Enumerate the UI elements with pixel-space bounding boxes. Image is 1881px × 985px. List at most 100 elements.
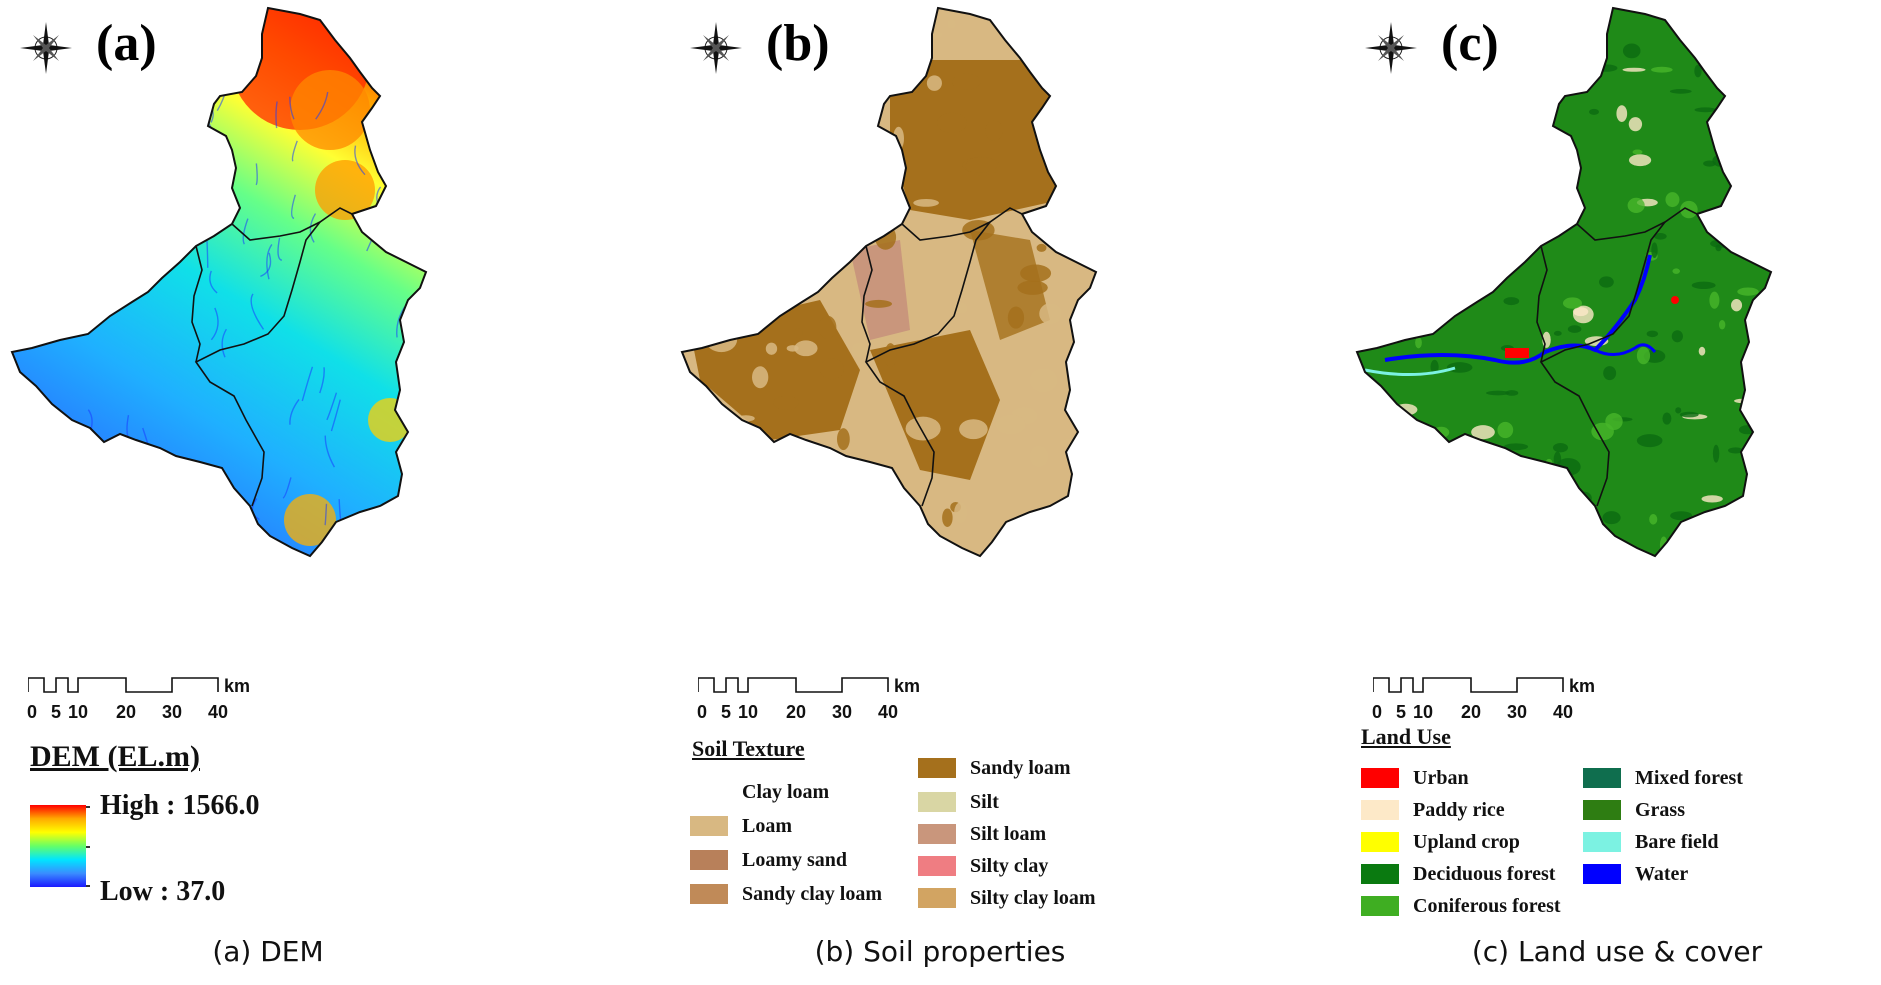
dem-valley — [70, 70, 80, 94]
subbasin-boundary — [1536, 245, 1548, 363]
landuse-patch — [1377, 39, 1403, 46]
landuse-patch — [1654, 232, 1667, 240]
soil-patch — [870, 330, 1000, 480]
subbasin-boundary — [901, 207, 1023, 241]
landuse-patch — [1388, 75, 1412, 89]
landuse-patch — [1698, 346, 1706, 356]
subbasin-boundary — [861, 245, 873, 363]
soil-fleck — [1066, 15, 1087, 33]
landuse-patch — [1419, 481, 1439, 497]
dem-map — [10, 6, 428, 558]
dem-valley — [45, 437, 54, 460]
soil-fleck — [736, 264, 763, 281]
soil-fleck — [784, 271, 795, 281]
dem-valley — [375, 514, 385, 543]
landuse-patch — [1636, 346, 1651, 365]
legend-label: Coniferous forest — [1413, 894, 1561, 917]
landuse-patch — [1649, 514, 1658, 525]
soil-fleck — [1073, 344, 1089, 356]
dem-valley — [102, 61, 113, 94]
landuse-patch — [1731, 299, 1743, 312]
legend-label: Bare field — [1635, 830, 1719, 853]
soil-fleck — [687, 80, 705, 97]
landuse-patch — [1522, 172, 1540, 190]
dem-valley — [115, 248, 124, 285]
soil-fleck — [1036, 243, 1047, 252]
landuse-patch — [1426, 307, 1446, 317]
soil-fleck — [819, 358, 844, 380]
dem-valley — [250, 293, 265, 330]
landuse-patch — [1406, 91, 1421, 109]
dem-valley — [301, 366, 314, 402]
landuse-patch — [1672, 535, 1689, 550]
soil-fleck — [794, 340, 818, 357]
landuse-patch — [1365, 300, 1373, 312]
soil-fill — [682, 8, 1096, 556]
legend-item: Mixed forest — [1583, 766, 1743, 790]
subbasin-boundary — [231, 207, 353, 241]
dem-high-label: High : 1566.0 — [100, 790, 260, 821]
soil-fleck — [727, 72, 760, 95]
legend-label: Sandy clay loam — [742, 882, 883, 905]
landuse-patch — [1482, 519, 1507, 524]
soil-fleck — [801, 80, 813, 91]
dem-valley — [213, 523, 219, 556]
soil-fleck — [893, 126, 904, 151]
scale-tick-label: 20 — [785, 702, 807, 722]
landuse-patch — [1595, 64, 1618, 72]
landuse-patch — [1662, 412, 1672, 425]
dem-valley — [86, 247, 92, 277]
landuse-patch — [1691, 35, 1701, 48]
landuse-patch — [1415, 336, 1422, 349]
soil-fleck — [738, 81, 770, 101]
dem-valley — [319, 367, 325, 394]
soil-fleck — [1029, 445, 1049, 468]
legend-swatch — [1361, 896, 1399, 916]
landuse-patch — [1712, 444, 1720, 463]
dem-legend-title: DEM (EL.m) — [30, 740, 200, 773]
landuse-patch — [1533, 10, 1549, 26]
landuse-patch — [1570, 541, 1579, 548]
legend-item: Grass — [1583, 798, 1685, 822]
landuse-patch — [1477, 40, 1492, 52]
scale-tick-label: 10 — [737, 702, 759, 722]
landuse-patch — [1589, 108, 1600, 115]
scale-bar: 0 5 10 20 30 40 km — [697, 672, 958, 732]
legend-swatch — [690, 816, 728, 836]
soil-fleck — [792, 519, 822, 528]
legend-item: Loamy sand — [690, 848, 847, 872]
dem-valley — [403, 352, 408, 382]
soil-fleck — [1020, 264, 1052, 282]
panel-letter: (c) — [1441, 15, 1499, 72]
legend-swatch — [1583, 864, 1621, 884]
dem-valley — [60, 183, 63, 219]
soil-fleck — [788, 524, 809, 534]
landuse-patch — [1412, 274, 1423, 292]
landuse-patch — [1381, 232, 1400, 248]
dem-valley — [324, 503, 328, 526]
soil-fleck — [812, 70, 840, 81]
legend-label: Grass — [1635, 798, 1685, 821]
landuse-patch — [1747, 132, 1757, 145]
scale-tick-label: 40 — [207, 702, 229, 722]
landuse-patch — [1452, 72, 1470, 82]
landuse-patch — [1497, 421, 1514, 439]
dem-valley — [324, 435, 336, 468]
scale-unit-label: km — [224, 676, 251, 696]
dem-valley — [315, 91, 329, 120]
landuse-patch — [1744, 184, 1762, 199]
soil-fleck — [1053, 171, 1087, 191]
dem-valley — [66, 504, 71, 529]
legend-swatch — [918, 824, 956, 844]
subbasin-boundary — [864, 221, 991, 507]
dem-valley — [354, 145, 366, 176]
landuse-map — [1355, 6, 1773, 558]
soil-fleck — [1007, 306, 1025, 329]
landuse-patch — [1598, 276, 1614, 288]
landuse-patch — [1401, 111, 1409, 118]
dem-valley — [209, 270, 218, 294]
panel-caption: (a) DEM — [212, 935, 324, 968]
landuse-patch — [1536, 13, 1562, 29]
landuse-patch — [1679, 411, 1699, 418]
soil-patch — [890, 60, 1060, 220]
